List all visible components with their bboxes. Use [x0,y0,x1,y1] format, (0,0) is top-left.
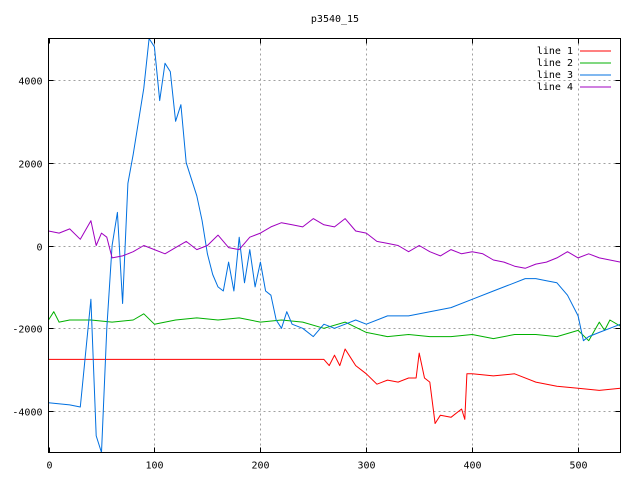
series-line-3 [48,38,621,453]
series-layer [48,38,621,453]
y-tick-label: 2000 [18,160,42,171]
series-line-4 [48,218,621,269]
legend-label-line-1: line 1 [537,46,573,57]
x-tick-label: 500 [569,461,587,472]
x-tick-label: 300 [357,461,375,472]
y-tick-label: -2000 [12,325,42,336]
legend-label-line-4: line 4 [537,82,573,93]
chart-title: p3540_15 [311,14,359,25]
x-tick-label: 100 [145,461,163,472]
legend-label-line-3: line 3 [537,70,573,81]
series-line-2 [48,311,621,342]
y-tick-label: -4000 [12,408,42,419]
axis-ticks: 0 100 200 300 400 500 -4000 -2000 0 2000 4000 [12,38,621,472]
y-tick-label: 0 [36,243,42,254]
plot-frame [48,38,621,453]
y-tick-label: 4000 [18,77,42,88]
grid-lines [48,38,621,453]
x-tick-label: 400 [463,461,481,472]
legend-label-line-2: line 2 [537,58,573,69]
series-line-1 [48,348,621,424]
x-tick-label: 0 [46,461,52,472]
x-tick-label: 200 [251,461,269,472]
